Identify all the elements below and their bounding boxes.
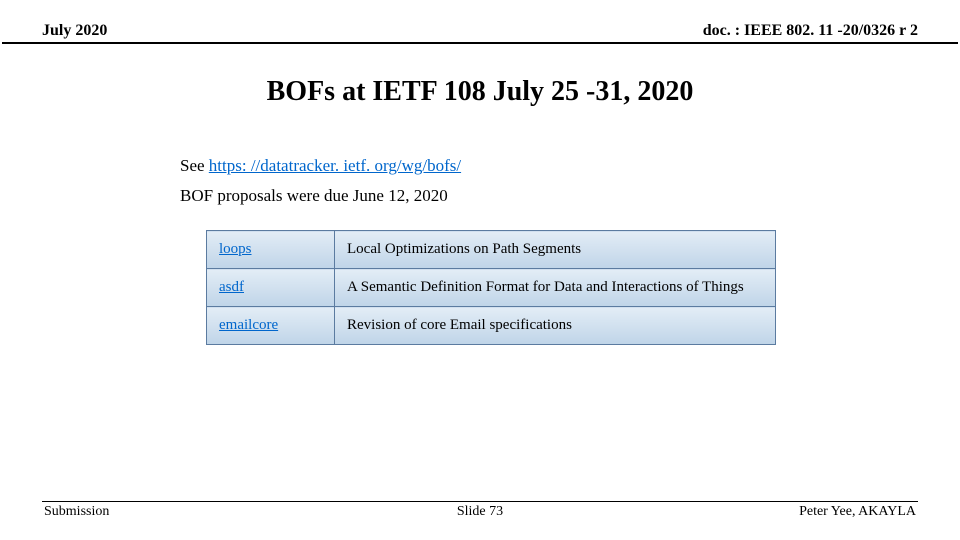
see-prefix: See [180, 156, 209, 175]
bof-key-cell: asdf [207, 269, 335, 307]
footer: Submission Slide 73 Peter Yee, AKAYLA [0, 501, 960, 520]
footer-left: Submission [44, 504, 109, 520]
header: July 2020 doc. : IEEE 802. 11 -20/0326 r… [2, 0, 958, 44]
bof-link-loops[interactable]: loops [219, 241, 252, 257]
see-line: See https: //datatracker. ietf. org/wg/b… [180, 156, 960, 176]
bof-key-cell: loops [207, 231, 335, 269]
footer-rule [42, 501, 918, 502]
footer-author: Peter Yee, AKAYLA [799, 504, 916, 520]
footer-row: Submission Slide 73 Peter Yee, AKAYLA [40, 504, 920, 520]
due-line: BOF proposals were due June 12, 2020 [180, 186, 960, 206]
bof-key-cell: emailcore [207, 307, 335, 345]
table-row: loops Local Optimizations on Path Segmen… [207, 231, 776, 269]
table-row: asdf A Semantic Definition Format for Da… [207, 269, 776, 307]
footer-slide-number: Slide 73 [457, 504, 503, 520]
bof-table: loops Local Optimizations on Path Segmen… [206, 230, 776, 345]
bof-link-asdf[interactable]: asdf [219, 279, 244, 295]
datatracker-link[interactable]: https: //datatracker. ietf. org/wg/bofs/ [209, 156, 461, 175]
bof-desc-cell: A Semantic Definition Format for Data an… [335, 269, 776, 307]
bof-link-emailcore[interactable]: emailcore [219, 317, 278, 333]
header-doc-id: doc. : IEEE 802. 11 -20/0326 r 2 [703, 22, 918, 40]
bof-desc-cell: Local Optimizations on Path Segments [335, 231, 776, 269]
table-row: emailcore Revision of core Email specifi… [207, 307, 776, 345]
page-title: BOFs at IETF 108 July 25 -31, 2020 [0, 76, 960, 108]
header-date: July 2020 [42, 22, 107, 40]
content-block: See https: //datatracker. ietf. org/wg/b… [180, 156, 960, 345]
bof-desc-cell: Revision of core Email specifications [335, 307, 776, 345]
